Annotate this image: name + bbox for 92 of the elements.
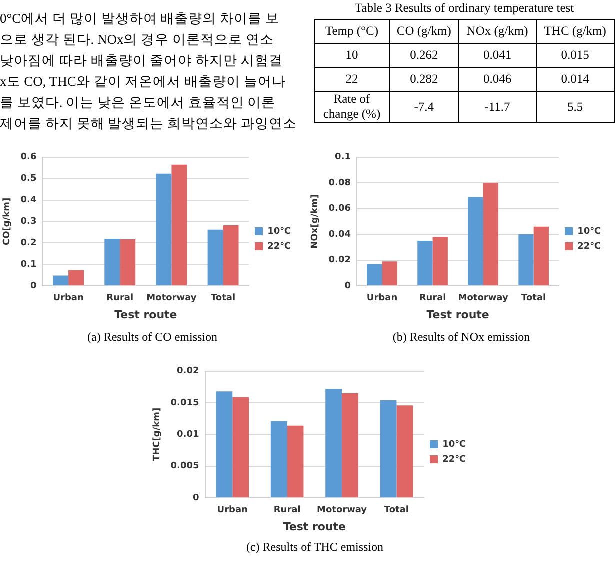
bar	[418, 240, 433, 286]
legend-label: 22℃	[442, 454, 466, 465]
text: 낮아짐에 따라 배출량이 줄어야 하지만 시험결	[0, 52, 283, 70]
bar	[367, 264, 382, 286]
bar	[120, 239, 136, 286]
x-tick-label: Motorway	[146, 294, 197, 304]
y-tick-label: 0.4	[20, 196, 37, 206]
x-tick-label: Rural	[419, 294, 446, 304]
legend-label: 10℃	[442, 440, 466, 450]
category-label: Rate of change (%)	[323, 92, 381, 121]
bar	[270, 421, 288, 498]
bar	[172, 164, 188, 286]
y-tick-label: 0.5	[20, 174, 37, 184]
bar	[68, 270, 84, 286]
y-tick-label: 0.04	[328, 230, 352, 240]
legend-label: 10℃	[268, 226, 292, 237]
text: 0.041	[483, 48, 512, 62]
x-axis-title: Test route	[114, 308, 178, 322]
x-tick-label: Total	[210, 294, 236, 304]
y-tick-label: 0.1	[335, 152, 352, 163]
bar	[104, 239, 120, 286]
bar	[216, 392, 233, 498]
text: 0.262	[410, 48, 438, 62]
bar	[396, 406, 414, 498]
category-label: THC (g/km)	[536, 20, 614, 44]
bar	[432, 237, 448, 286]
text: 으로 생각 된다. NOx의 경우 이론적으로 연소	[0, 31, 275, 49]
bar	[468, 197, 484, 286]
bar	[342, 394, 358, 498]
y-tick-label: 0.06	[328, 204, 352, 214]
text: (c) Results of THC emission	[245, 540, 385, 555]
text: -7.4	[414, 100, 434, 114]
y-tick-label: 0.02	[328, 256, 352, 266]
y-tick-label: 0	[344, 281, 352, 292]
x-tick-label: Urban	[366, 294, 398, 304]
text: 0.014	[561, 72, 590, 86]
category-label: CO (g/km)	[390, 20, 459, 44]
y-axis-title: CO[g/km]	[2, 198, 13, 246]
bar	[223, 226, 239, 286]
bar	[208, 230, 224, 286]
bar	[382, 262, 398, 286]
text: 0.046	[483, 72, 512, 86]
bar	[53, 276, 69, 286]
y-axis-title: THC[g/km]	[152, 408, 163, 462]
x-axis-title: Test route	[426, 308, 490, 322]
text: 5.5	[568, 100, 584, 114]
bar	[232, 397, 250, 498]
bar	[518, 234, 534, 286]
category-label: 10	[346, 48, 358, 62]
text: Table 3 Results of ordinary temperature test	[354, 1, 576, 16]
bar	[156, 174, 172, 286]
text: 0.015	[561, 48, 590, 62]
text: -11.7	[484, 100, 510, 114]
x-tick-label: Urban	[53, 294, 84, 304]
y-tick-label: 0.015	[170, 398, 200, 408]
text: 0.282	[410, 72, 438, 86]
text: (a) Results of CO emission	[86, 330, 218, 345]
category-label: 22	[346, 72, 358, 86]
bar	[380, 400, 397, 498]
text: x도 CO, THC와 같이 저온에서 배출량이 늘어나	[0, 73, 286, 91]
bar	[483, 183, 498, 286]
bar	[326, 389, 342, 498]
x-tick-label: Total	[522, 294, 546, 304]
y-tick-label: 0.2	[20, 238, 37, 248]
y-tick-label: 0.08	[328, 178, 352, 188]
y-tick-label: 0	[30, 281, 37, 292]
bar	[534, 226, 549, 286]
x-tick-label: Rural	[274, 506, 301, 516]
y-tick-label: 0	[193, 493, 200, 504]
y-tick-label: 0.01	[177, 430, 200, 440]
legend-label: 10℃	[578, 226, 602, 237]
category-label: Temp (°C)	[314, 20, 390, 44]
y-axis-title: NOx[g/km]	[310, 194, 321, 249]
legend-label: 22℃	[268, 242, 292, 252]
y-tick-label: 0.6	[20, 152, 37, 163]
x-tick-label: Motorway	[317, 506, 368, 516]
x-tick-label: Motorway	[458, 294, 508, 304]
x-tick-label: Rural	[106, 294, 134, 304]
text: (b) Results of NOx emission	[392, 330, 532, 345]
x-tick-label: Total	[384, 506, 410, 516]
y-tick-label: 0.3	[20, 217, 37, 228]
bar	[287, 426, 304, 498]
y-tick-label: 0.02	[177, 366, 200, 377]
text: 제어를 하지 못해 발생되는 희박연소와 과잉연소	[0, 115, 297, 133]
y-tick-label: 0.1	[20, 260, 37, 270]
category-label: NOx (g/km)	[458, 20, 536, 44]
x-axis-title: Test route	[283, 520, 346, 534]
legend-label: 22℃	[578, 242, 602, 252]
y-tick-label: 0.005	[170, 462, 200, 472]
text: 를 보였다. 이는 낮은 온도에서 효율적인 이론	[0, 94, 277, 112]
x-tick-label: Urban	[217, 506, 248, 516]
text: 0°C에서 더 많이 발생하여 배출량의 차이를 보	[0, 10, 280, 28]
